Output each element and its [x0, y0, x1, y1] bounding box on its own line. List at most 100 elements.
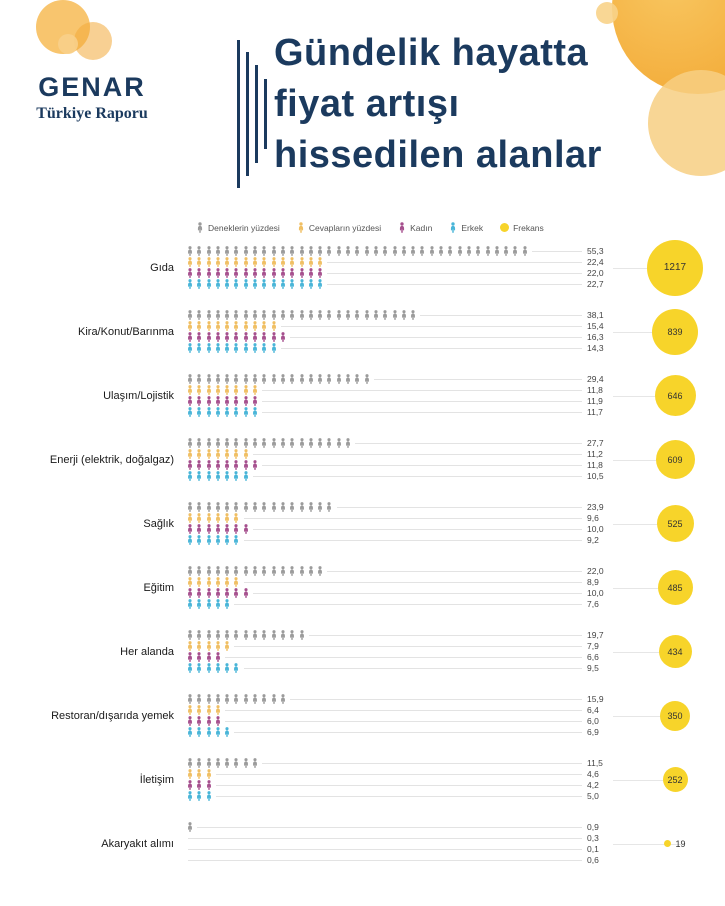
person-icon: [262, 268, 267, 278]
person-icon: [206, 758, 211, 768]
value-label: 11,5: [587, 758, 603, 768]
person-icon: [298, 222, 303, 233]
person-icon: [188, 279, 192, 289]
frequency-bubble: 1217: [647, 239, 703, 296]
person-icon: [234, 343, 239, 353]
person-icon: [206, 471, 211, 481]
person-icon: [188, 310, 192, 320]
person-icon: [364, 310, 369, 320]
person-icon: [271, 502, 276, 512]
person-icon: [215, 396, 220, 406]
person-icon: [206, 449, 211, 459]
person-icon: [253, 694, 258, 704]
person-icon: [234, 332, 239, 342]
person-icon: [374, 310, 378, 320]
person-icon: [234, 246, 239, 256]
pictogram-row: 10,0: [186, 524, 625, 534]
person-icon: [215, 524, 220, 534]
pictogram-icons: [186, 471, 251, 481]
category-label: İletişim: [139, 773, 174, 786]
person-icon: [197, 758, 202, 768]
leader-line: [253, 475, 582, 477]
person-icon: [188, 716, 192, 726]
person-icon: [206, 769, 211, 779]
person-icon: [225, 727, 230, 737]
person-icon: [188, 588, 192, 598]
person-icon: [234, 438, 239, 448]
pictogram-row: 27,7: [186, 438, 625, 448]
leader-line: [373, 378, 582, 380]
person-icon: [262, 321, 267, 331]
person-icon: [215, 513, 220, 523]
person-icon: [262, 438, 267, 448]
person-icon: [197, 769, 202, 779]
person-icon: [243, 471, 248, 481]
pictogram-row: 29,4: [186, 374, 625, 384]
person-icon: [206, 268, 211, 278]
person-icon: [197, 310, 202, 320]
person-icon: [400, 222, 405, 233]
pictogram-icons: [186, 385, 260, 395]
person-icon: [336, 374, 341, 384]
person-icon: [225, 599, 230, 609]
person-icon: [215, 460, 220, 470]
person-icon: [336, 310, 341, 320]
title-bracket-decoration: [237, 40, 267, 188]
person-icon: [215, 268, 220, 278]
pictogram-icons: [186, 535, 242, 545]
person-icon: [188, 652, 192, 662]
person-icon: [197, 652, 202, 662]
leader-line: [355, 442, 582, 444]
pictogram-icons: [186, 791, 214, 801]
category-label: Restoran/dışarıda yemek: [51, 709, 174, 722]
frequency-cell: 19: [613, 822, 725, 865]
person-icon: [374, 246, 378, 256]
value-label: 19,7: [587, 630, 604, 640]
pictogram-icons: [186, 524, 251, 534]
pictogram-row: 9,2: [186, 535, 625, 545]
person-icon: [225, 385, 230, 395]
person-icon: [234, 513, 239, 523]
person-icon: [271, 268, 276, 278]
pictogram-icons: [186, 588, 251, 598]
pictogram-row: 15,4: [186, 321, 625, 331]
person-icon: [197, 641, 202, 651]
pictogram-rows: 29,4 11,8 11,9 11,7: [186, 374, 625, 417]
connector-line: [613, 651, 685, 653]
person-icon: [281, 566, 285, 576]
person-icon: [281, 257, 285, 267]
leader-line: [188, 859, 582, 861]
pictogram-icons: [186, 513, 242, 523]
person-icon: [197, 460, 202, 470]
person-icon: [225, 438, 230, 448]
leader-line: [336, 506, 582, 508]
person-icon: [299, 257, 304, 267]
value-label: 14,3: [587, 343, 604, 353]
person-icon: [290, 630, 295, 640]
pictogram-row: 4,6: [186, 769, 625, 779]
brand-subtitle: Türkiye Raporu: [36, 105, 148, 122]
decor-circle: [648, 70, 725, 176]
person-icon: [206, 599, 211, 609]
person-icon: [225, 513, 230, 523]
pictogram-icons: [186, 716, 223, 726]
person-icon: [188, 663, 192, 673]
person-icon: [215, 502, 220, 512]
legend-label: Cevapların yüzdesi: [308, 222, 382, 233]
person-icon: [262, 374, 267, 384]
person-icon: [243, 524, 248, 534]
person-icon: [206, 407, 211, 417]
person-icon: [392, 246, 397, 256]
person-icon: [188, 780, 192, 790]
person-icon: [243, 502, 248, 512]
frequency-bubble: 839: [652, 308, 698, 355]
person-icon: [197, 332, 202, 342]
pictogram-row: 6,9: [186, 727, 625, 737]
pictogram-row: 7,9: [186, 641, 625, 651]
person-icon: [262, 566, 267, 576]
person-icon: [281, 310, 285, 320]
person-icon: [188, 822, 192, 832]
pictogram-row: 0,3: [186, 833, 625, 843]
person-icon: [299, 279, 304, 289]
person-icon: [299, 502, 304, 512]
